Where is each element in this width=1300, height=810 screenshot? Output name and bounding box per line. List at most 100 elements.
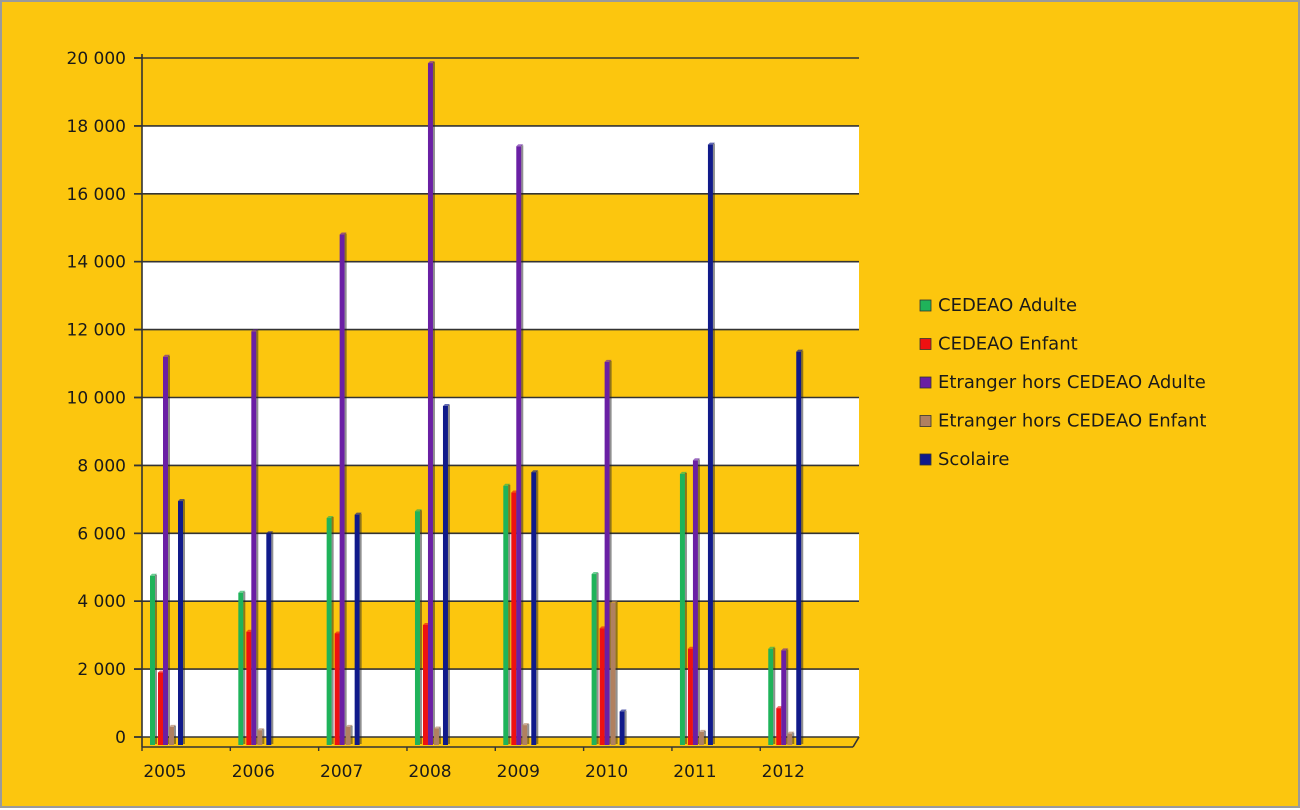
bar: [503, 483, 511, 745]
bar-side: [419, 510, 422, 744]
bar-side: [183, 500, 185, 744]
bar-side: [792, 732, 795, 744]
bar-front: [619, 711, 625, 745]
bar-side: [697, 459, 700, 744]
legend-label: Scolaire: [938, 449, 1009, 470]
bar-side: [508, 484, 511, 744]
bar-front: [326, 518, 332, 745]
bar-front: [345, 726, 351, 745]
bar-front: [516, 146, 522, 745]
plot-band-white: [142, 261, 859, 330]
bar-side: [624, 710, 627, 744]
y-tick-label: 4 000: [77, 592, 126, 612]
bar-front: [354, 514, 360, 745]
x-tick-label: 2010: [585, 762, 628, 782]
bar-front: [246, 631, 252, 745]
bar-front: [163, 356, 168, 745]
bar: [178, 499, 185, 745]
legend-label: CEDEAO Adulte: [938, 295, 1077, 316]
bar-front: [687, 648, 693, 745]
legend-swatch: [919, 376, 932, 389]
bar-front: [522, 725, 528, 745]
bar: [163, 354, 170, 745]
bar: [604, 359, 612, 745]
bar-front: [692, 460, 698, 745]
bar-front: [339, 234, 345, 746]
bar-front: [334, 633, 340, 745]
plot-band-white: [142, 669, 859, 737]
bar-front: [238, 592, 244, 745]
bar-front: [251, 331, 257, 745]
bar: [707, 142, 715, 745]
bar: [427, 61, 435, 745]
y-tick-label: 8 000: [77, 456, 126, 476]
bar: [150, 573, 157, 745]
bar-front: [787, 733, 793, 745]
legend-swatch: [919, 338, 932, 350]
axes: [134, 54, 860, 751]
bar: [781, 648, 789, 745]
x-tick-label: 2006: [232, 762, 275, 782]
y-tick-label: 18 000: [67, 117, 126, 137]
legend: CEDEAO Adulte CEDEAO Enfant Etranger hors …: [919, 295, 1207, 470]
y-tick-label: 2 000: [77, 660, 126, 680]
bar-side: [271, 532, 274, 744]
bar-front: [433, 728, 439, 745]
bar: [326, 516, 334, 745]
bar-side: [256, 330, 259, 744]
bar-side: [536, 471, 539, 744]
x-tick-label: 2012: [762, 762, 805, 782]
bar-side: [786, 649, 789, 744]
bar-front: [698, 731, 704, 745]
bars: [150, 61, 804, 746]
bar-side: [703, 730, 706, 744]
x-tick-label: 2005: [143, 762, 186, 782]
bar: [169, 724, 176, 745]
bar: [591, 572, 599, 745]
bar-front: [604, 361, 610, 745]
bar-side: [801, 350, 804, 744]
bar-side: [773, 647, 776, 744]
bar: [442, 403, 450, 745]
bar-front: [178, 501, 183, 745]
bar-front: [427, 63, 433, 745]
bar-side: [596, 573, 599, 744]
bar: [692, 458, 700, 745]
bar: [345, 724, 353, 745]
bar-side: [527, 724, 530, 744]
bar-front: [781, 650, 787, 745]
legend-swatch: [919, 299, 932, 312]
legend-swatch: [919, 453, 932, 466]
bar-front: [257, 730, 263, 745]
y-tick-label: 6 000: [77, 524, 126, 544]
bar-side: [359, 513, 362, 744]
bar-front: [503, 485, 509, 745]
bar-side: [331, 517, 334, 744]
bar-front: [768, 648, 774, 745]
bar-side: [262, 729, 265, 744]
bar: [679, 471, 687, 745]
bar: [516, 144, 524, 745]
bar-side: [447, 404, 450, 744]
y-tick-label: 16 000: [67, 185, 126, 205]
legend-label: CEDEAO Enfant: [938, 334, 1078, 355]
bar-front: [707, 144, 713, 745]
bar: [610, 600, 618, 745]
bar-side: [438, 727, 441, 744]
bar-front: [531, 472, 537, 745]
x-tick-label: 2009: [497, 762, 540, 782]
x-axis-corner: [852, 736, 860, 748]
bar-front: [442, 405, 448, 745]
bar-side: [684, 472, 687, 744]
bar-front: [599, 628, 605, 745]
bar-front: [414, 511, 420, 745]
bar-front: [158, 672, 163, 745]
bar: [257, 728, 265, 745]
bar-side: [521, 145, 524, 744]
plot-band-white: [142, 533, 859, 602]
bar-front: [776, 708, 782, 745]
bar-front: [511, 492, 517, 745]
bar-side: [432, 62, 435, 744]
y-tick-label: 12 000: [67, 321, 126, 341]
